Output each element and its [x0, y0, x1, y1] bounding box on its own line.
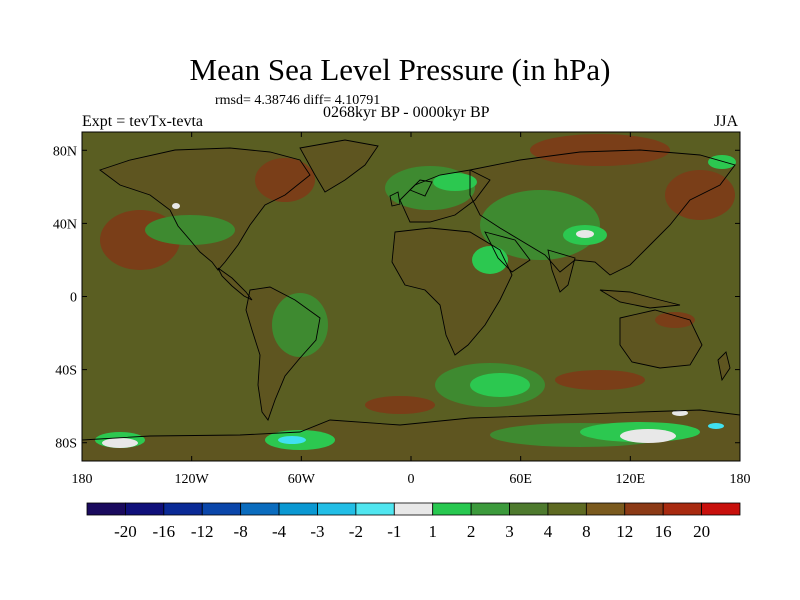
green-anomaly — [145, 215, 235, 245]
colorbar-swatch — [317, 502, 357, 516]
cyan-anomaly — [708, 423, 724, 429]
bright-green-anomaly — [472, 246, 508, 274]
colorbar-swatch — [432, 502, 472, 516]
axis-ticks: 80N 40N 0 40S 80S 180 120W 60W 0 60E 120E 180 — [53, 132, 751, 487]
colorbar-label: 3 — [505, 522, 514, 541]
lon-tick-label: 60E — [509, 472, 532, 487]
white-anomaly — [576, 230, 594, 238]
central-america — [218, 268, 252, 300]
bright-green-anomaly — [433, 173, 477, 191]
colorbar: -20 -16 -12 -8 -4 -3 -2 -1 1 2 3 4 8 12 16 20 — [86, 502, 741, 541]
colorbar-label: 12 — [616, 522, 633, 541]
lon-tick-label: 120E — [616, 472, 646, 487]
warm-anomaly — [555, 370, 645, 390]
indonesia — [600, 290, 680, 308]
green-anomaly — [480, 190, 600, 260]
colorbar-swatch — [86, 502, 126, 516]
colorbar-swatch — [355, 502, 395, 516]
colorbar-swatch — [509, 502, 549, 516]
green-anomaly — [272, 293, 328, 357]
colorbar-swatch — [393, 502, 434, 516]
colorbar-label: -2 — [349, 522, 363, 541]
colorbar-swatch — [278, 502, 318, 516]
colorbar-label: -3 — [310, 522, 324, 541]
antarctica — [82, 410, 740, 461]
colorbar-label: -4 — [272, 522, 287, 541]
bright-green-anomaly — [470, 373, 530, 397]
white-anomaly — [102, 438, 138, 448]
greenland — [300, 140, 378, 192]
map-title: Mean Sea Level Pressure (in hPa) — [189, 52, 611, 87]
colorbar-label: 20 — [693, 522, 710, 541]
colorbar-label: 2 — [467, 522, 476, 541]
warm-anomaly — [255, 158, 315, 202]
stats-text: rmsd= 4.38746 diff= 4.10791 — [215, 93, 381, 108]
colorbar-swatch — [701, 502, 741, 516]
colorbar-swatch — [470, 502, 510, 516]
subtitle: 0268kyr BP - 0000kyr BP — [323, 104, 490, 121]
colorbar-label: -8 — [234, 522, 248, 541]
colorbar-swatch — [585, 502, 626, 516]
lon-tick-label: 0 — [408, 472, 415, 487]
white-anomaly — [620, 429, 676, 443]
map-plot — [82, 132, 740, 461]
white-anomaly — [672, 410, 688, 416]
colorbar-label: -12 — [191, 522, 214, 541]
lat-tick-label: 40S — [55, 364, 77, 379]
lat-tick-label: 0 — [70, 291, 77, 306]
white-anomaly — [172, 203, 180, 209]
lon-tick-label: 60W — [288, 472, 316, 487]
warm-anomaly — [365, 396, 435, 414]
colorbar-swatch — [125, 502, 165, 516]
lat-tick-label: 40N — [53, 217, 77, 232]
lat-tick-label: 80S — [55, 437, 77, 452]
colorbar-label: 1 — [428, 522, 437, 541]
cyan-anomaly — [278, 436, 306, 444]
colorbar-swatch — [201, 502, 242, 516]
anomaly-patches — [95, 134, 736, 450]
coastlines — [82, 139, 740, 441]
colorbar-swatch — [240, 502, 280, 516]
lon-tick-label: 180 — [730, 472, 751, 487]
bright-green-anomaly — [708, 155, 736, 169]
colorbar-label: -20 — [114, 522, 137, 541]
colorbar-swatch — [547, 502, 587, 516]
warm-anomaly — [530, 134, 670, 166]
colorbar-swatch — [624, 502, 664, 516]
lon-tick-label: 120W — [175, 472, 210, 487]
colorbar-label: 16 — [655, 522, 672, 541]
colorbar-label: -1 — [387, 522, 401, 541]
lat-tick-label: 80N — [53, 144, 77, 159]
warm-anomaly — [655, 312, 695, 328]
colorbar-swatch — [662, 502, 702, 516]
experiment-label: Expt = tevTx-tevta — [82, 113, 203, 130]
lon-tick-label: 180 — [72, 472, 93, 487]
colorbar-label: -16 — [152, 522, 175, 541]
colorbar-label: 4 — [544, 522, 553, 541]
colorbar-label: 8 — [582, 522, 591, 541]
season-label: JJA — [714, 113, 739, 130]
colorbar-swatch — [163, 502, 203, 516]
